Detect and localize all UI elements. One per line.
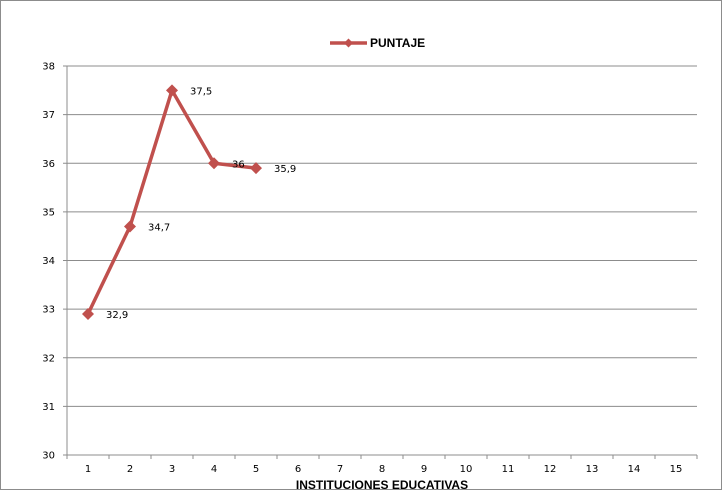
y-tick-label: 35 [42, 207, 55, 218]
x-tick-label: 3 [169, 464, 175, 475]
x-tick-label: 13 [586, 464, 599, 475]
y-tick-labels: 30 31 32 33 34 35 36 37 38 [42, 62, 55, 462]
x-tick-label: 5 [253, 464, 259, 475]
series-layer: 32,9 34,7 37,5 36 35,9 [82, 84, 296, 321]
x-tick-label: 7 [337, 464, 343, 475]
x-tick-label: 14 [628, 464, 641, 475]
data-label: 35,9 [274, 164, 296, 175]
x-tick-label: 2 [127, 464, 133, 475]
x-tick-label: 11 [502, 464, 515, 475]
x-tick-label: 8 [379, 464, 385, 475]
y-tick-label: 36 [42, 159, 55, 170]
x-tick-labels: 1 2 3 4 5 6 7 8 9 10 11 12 13 14 15 [85, 464, 683, 475]
x-tick-label: 6 [295, 464, 301, 475]
y-tick-label: 30 [42, 451, 55, 462]
legend-label-puntaje: PUNTAJE [370, 36, 425, 50]
x-tick-label: 4 [211, 464, 217, 475]
grid-lines [67, 65, 697, 407]
x-tick-label: 9 [421, 464, 427, 475]
legend: PUNTAJE [330, 36, 425, 50]
y-tick-label: 32 [42, 353, 55, 364]
x-tick-label: 1 [85, 464, 91, 475]
series-line-puntaje [86, 88, 257, 315]
x-tick-label: 12 [544, 464, 557, 475]
data-point [124, 220, 136, 233]
x-tick-label: 10 [460, 464, 473, 475]
y-tick-label: 31 [42, 402, 55, 413]
data-point [208, 157, 220, 170]
y-tick-label: 34 [42, 256, 55, 267]
y-tick-label: 38 [42, 62, 55, 73]
y-tick-label: 33 [42, 305, 55, 316]
data-label: 36 [232, 159, 245, 170]
data-point [82, 307, 94, 320]
x-axis-title: INSTITUCIONES EDUCATIVAS [296, 478, 468, 490]
data-label: 34,7 [148, 222, 170, 233]
data-label: 32,9 [106, 310, 128, 321]
data-point [250, 162, 262, 175]
axes [63, 65, 698, 459]
data-label: 37,5 [190, 86, 212, 97]
data-point [166, 84, 178, 97]
x-tick-label: 15 [670, 464, 683, 475]
legend-marker-puntaje [344, 38, 353, 48]
y-tick-label: 37 [42, 110, 55, 121]
